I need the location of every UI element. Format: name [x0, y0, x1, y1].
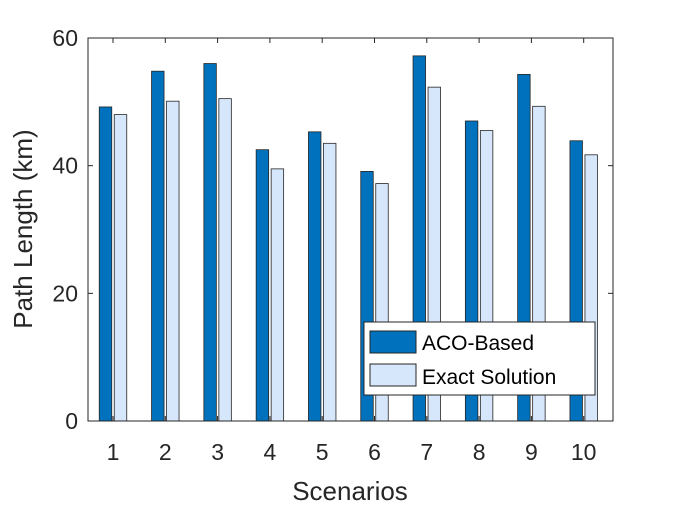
x-tick-label: 1 [107, 439, 120, 465]
ticks-group: 1 2 3 4 5 6 7 8 9 10 0 20 40 60 [52, 25, 613, 465]
bar-aco-based-1 [98, 106, 113, 422]
legend-label-exact-solution: Exact Solution [422, 366, 556, 389]
x-tick-label: 6 [368, 439, 381, 465]
y-tick-label: 0 [65, 408, 78, 434]
bar-aco-based-5 [308, 131, 322, 422]
y-tick-label: 40 [52, 153, 78, 179]
y-tick-label: 20 [52, 280, 78, 306]
bar-exact-solution-2 [166, 100, 180, 422]
legend-swatch-aco-based [369, 330, 417, 354]
y-tick-label: 60 [52, 25, 78, 51]
x-tick-label: 5 [316, 439, 329, 465]
x-tick-label: 7 [420, 439, 433, 465]
x-tick-label: 2 [159, 439, 172, 465]
legend-swatch-exact-solution [369, 363, 417, 387]
x-axis-title: Scenarios [292, 476, 408, 506]
bar-aco-based-2 [151, 70, 165, 422]
y-axis-title: Path Length (km) [8, 129, 38, 328]
legend-label-aco-based: ACO-Based [422, 332, 534, 355]
x-tick-label: 8 [473, 439, 486, 465]
x-tick-label: 4 [264, 439, 277, 465]
bar-aco-based-3 [203, 63, 217, 422]
legend: ACO-Based Exact Solution [363, 321, 596, 396]
bar-exact-solution-4 [270, 168, 285, 422]
bar-aco-based-4 [255, 149, 270, 422]
bars-group [98, 55, 598, 422]
x-tick-label: 9 [525, 439, 538, 465]
bar-exact-solution-3 [218, 98, 232, 422]
plot-frame [87, 37, 614, 422]
x-tick-label: 3 [211, 439, 224, 465]
x-tick-label: 10 [571, 439, 597, 465]
bar-exact-solution-5 [323, 142, 337, 422]
bar-exact-solution-1 [113, 114, 128, 422]
